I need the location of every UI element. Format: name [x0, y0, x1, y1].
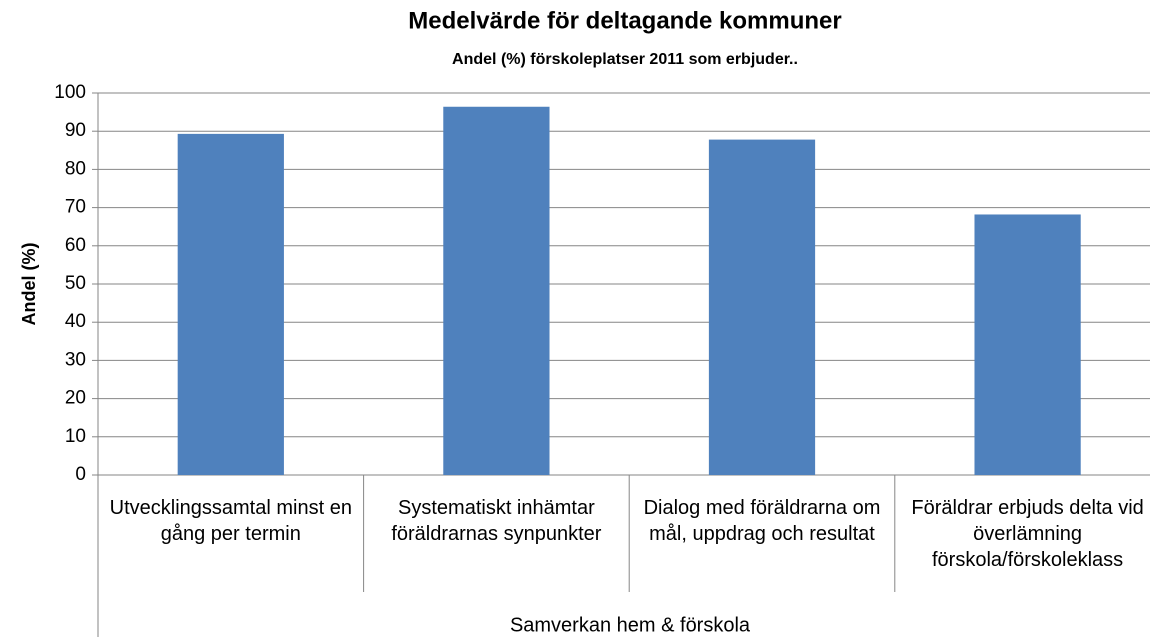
y-tick-label: 60 — [65, 235, 86, 256]
y-tick-label: 80 — [65, 158, 86, 179]
chart-subtitle: Andel (%) förskoleplatser 2011 som erbju… — [452, 51, 798, 68]
y-axis-label: Andel (%) — [19, 242, 39, 325]
y-tick-label: 0 — [75, 464, 86, 485]
bar — [443, 106, 550, 475]
y-tick-label: 100 — [54, 82, 86, 103]
x-tick-label: Utvecklingssamtal minst en gång per term… — [109, 497, 352, 545]
y-tick-label: 10 — [65, 426, 86, 447]
y-tick-label: 50 — [65, 273, 86, 294]
bar — [974, 214, 1081, 475]
chart-title: Medelvärde för deltagande kommuner — [408, 7, 841, 34]
bar — [177, 133, 284, 475]
x-tick-label: Systematiskt inhämtar föräldrarnas synpu… — [391, 497, 602, 545]
x-tick-label: Dialog med föräldrarna om mål, uppdrag o… — [643, 497, 881, 545]
x-axis-label: Samverkan hem & förskola — [510, 614, 751, 636]
y-tick-label: 70 — [65, 197, 86, 218]
bar — [708, 139, 816, 475]
y-tick-label: 30 — [65, 349, 86, 370]
y-tick-label: 20 — [65, 388, 86, 409]
x-tick-label: Föräldrar erbjuds delta vid överlämning … — [911, 497, 1144, 571]
y-tick-label: 90 — [65, 120, 86, 141]
y-tick-label: 40 — [65, 311, 86, 332]
